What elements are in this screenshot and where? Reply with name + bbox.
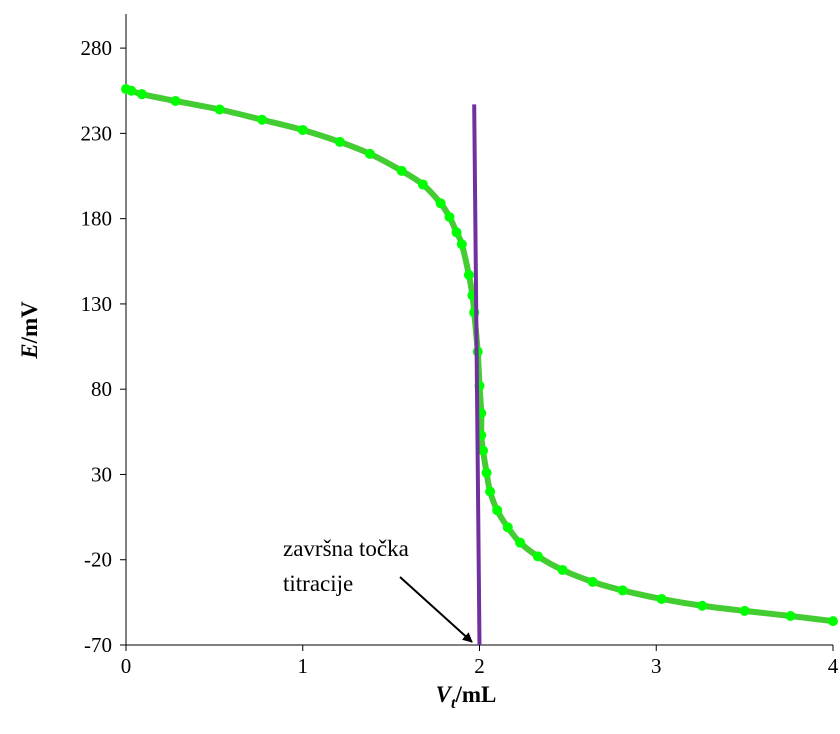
data-point [492,505,503,516]
y-tick-label: 130 [81,292,113,316]
x-tick-label: 2 [474,654,485,678]
data-point [739,605,750,616]
data-point [126,85,137,96]
data-point [587,576,598,587]
data-point [257,114,268,125]
x-axis-title-unit: /mL [454,682,496,707]
data-point [170,95,181,106]
endpoint-annotation: završna točka titracije [283,536,409,596]
y-tick-label: -20 [84,548,112,572]
data-point [828,616,838,627]
data-point [444,211,455,222]
x-axis-title: Vt/mL [436,682,497,712]
axis-labels: Vt/mL E/mV [17,301,496,712]
data-point [481,467,492,478]
annotation-line: titracije [283,571,353,596]
data-point [785,611,796,622]
y-tick-label: 230 [81,121,113,145]
x-tick-label: 4 [828,654,839,678]
x-tick-label: 3 [651,654,662,678]
y-tick-label: 180 [81,207,113,231]
data-point [697,600,708,611]
endpoint-line [472,104,482,646]
data-point [617,585,628,596]
y-tick-label: 80 [91,377,112,401]
data-point [136,89,147,100]
axes: -70 -20 30 80 130 180 230 280 0 1 2 3 4 [81,14,839,678]
data-point [463,269,474,280]
data-point [532,551,543,562]
y-axis-title-main: E [17,343,42,359]
annotation-arrow [399,576,473,643]
y-tick-label: 30 [91,462,112,486]
data-series [121,84,838,646]
data-point [297,124,308,135]
data-point [478,445,489,456]
data-point [334,136,345,147]
x-axis-title-main: V [436,682,453,707]
annotation-line: završna točka [283,536,409,561]
data-point [396,165,407,176]
x-axis-title-subscript: t [451,695,456,712]
y-tick-label: 280 [81,36,113,60]
data-point [456,239,467,250]
data-point [502,522,513,533]
x-tick-label: 1 [298,654,309,678]
data-point [451,227,462,238]
data-point [435,198,446,209]
annotations: završna točka titracije [283,536,473,643]
data-point [364,148,375,159]
y-axis-title-unit: /mV [17,301,42,345]
data-point [656,593,667,604]
y-tick-label: -70 [84,633,112,657]
data-point [485,486,496,497]
data-point [515,537,526,548]
x-tick-label: 0 [121,654,132,678]
data-point [557,564,568,575]
y-axis-title: E/mV [17,301,42,360]
data-point [214,104,225,115]
data-point [417,179,428,190]
